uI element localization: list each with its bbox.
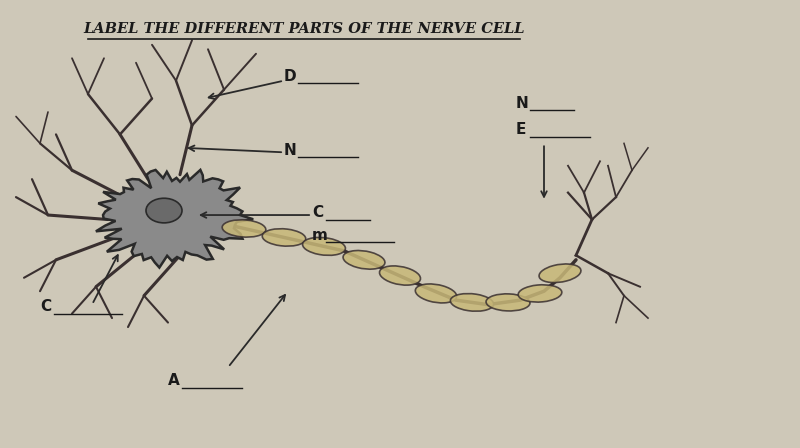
Ellipse shape (415, 284, 457, 303)
Polygon shape (96, 170, 254, 267)
Text: E: E (516, 122, 526, 138)
Ellipse shape (222, 220, 266, 237)
Ellipse shape (302, 237, 346, 255)
Text: m: m (312, 228, 328, 243)
Ellipse shape (518, 285, 562, 302)
Ellipse shape (146, 198, 182, 223)
Ellipse shape (539, 264, 581, 283)
Text: C: C (40, 299, 51, 314)
Ellipse shape (486, 294, 530, 311)
Text: N: N (284, 142, 297, 158)
Text: A: A (168, 373, 180, 388)
Ellipse shape (343, 250, 385, 269)
Text: D: D (284, 69, 297, 84)
Text: C: C (312, 205, 323, 220)
Ellipse shape (379, 266, 421, 285)
Text: LABEL THE DIFFERENT PARTS OF THE NERVE CELL: LABEL THE DIFFERENT PARTS OF THE NERVE C… (83, 22, 525, 36)
Ellipse shape (262, 229, 306, 246)
Ellipse shape (450, 293, 494, 311)
Text: N: N (516, 95, 529, 111)
